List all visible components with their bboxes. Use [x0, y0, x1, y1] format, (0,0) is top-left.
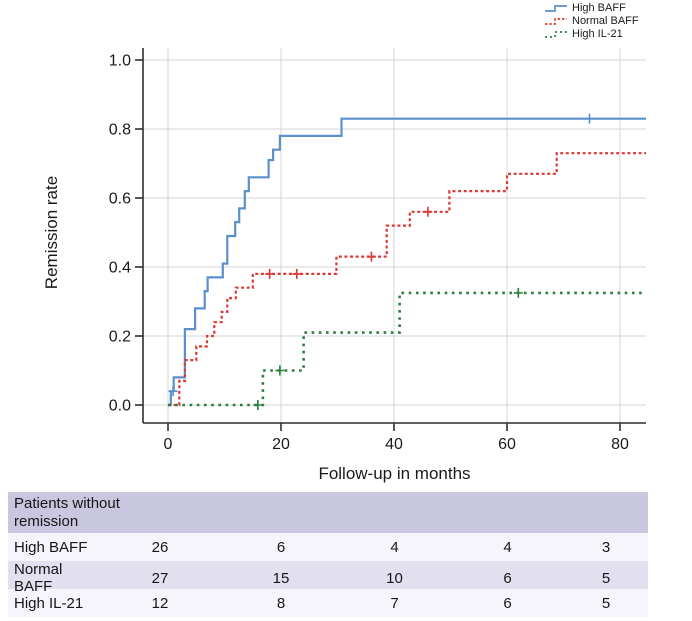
risk-value: 5	[601, 569, 611, 587]
axes	[135, 48, 646, 431]
tick-labels: 0.0 0.2 0.4 0.6 0.8 1.0 0 20 40 60 80	[109, 53, 629, 454]
legend-item-high-baff: High BAFF	[544, 2, 639, 14]
legend-item-normal-baff: Normal BAFF	[544, 15, 639, 27]
gridlines	[143, 48, 646, 423]
censor-marks-normal-baff	[265, 206, 433, 279]
legend-item-high-il21: High IL-21	[544, 28, 639, 40]
svg-text:1.0: 1.0	[109, 53, 131, 70]
x-axis-title: Follow-up in months	[318, 464, 470, 483]
risk-row-label: High BAFF	[14, 538, 88, 556]
risk-table-row-high-baff: High BAFF 26 6 4 4 3	[8, 533, 648, 561]
patients-without-remission-table: Patients without remission High BAFF 26 …	[8, 492, 648, 617]
risk-value: 8	[276, 594, 286, 612]
risk-value: 10	[386, 569, 403, 587]
risk-value: 6	[276, 538, 286, 556]
censor-marks-high-baff	[168, 113, 594, 397]
censor-marks-high-il-21	[253, 287, 523, 410]
risk-table-row-high-il21: High IL-21 12 8 7 6 5	[8, 589, 648, 617]
legend-step-line-icon	[545, 5, 567, 12]
svg-text:0.4: 0.4	[109, 260, 131, 277]
risk-row-label: High IL-21	[14, 594, 84, 612]
svg-text:80: 80	[611, 436, 629, 453]
risk-value: 5	[601, 594, 611, 612]
remission-rate-step-chart: 0.0 0.2 0.4 0.6 0.8 1.0 0 20 40 60 80 Follow-up in …	[42, 48, 646, 483]
legend-label-normal-baff: Normal BAFF	[572, 15, 639, 27]
risk-value: 12	[151, 594, 169, 612]
risk-table-header: Patients without remission	[8, 492, 648, 533]
svg-text:0.6: 0.6	[109, 191, 131, 208]
risk-row-label: Normal BAFF	[14, 561, 63, 595]
legend-step-line-icon	[545, 18, 567, 25]
series-line-high-il-21	[168, 291, 646, 407]
risk-value: 6	[503, 569, 512, 587]
risk-value: 7	[390, 594, 399, 612]
risk-value: 6	[503, 594, 512, 612]
risk-value: 15	[272, 569, 290, 587]
series-line-high-baff	[168, 117, 646, 407]
risk-value: 27	[151, 569, 169, 587]
risk-value: 3	[601, 538, 611, 556]
legend-label-high-il21: High IL-21	[572, 28, 623, 40]
svg-text:60: 60	[498, 436, 516, 453]
svg-text:0.0: 0.0	[109, 398, 131, 415]
svg-text:40: 40	[385, 436, 403, 453]
chart-legend: High BAFF Normal BAFF High IL-21	[544, 2, 639, 41]
risk-table-row-normal-baff: Normal BAFF 27 15 10 6 5	[8, 561, 648, 595]
svg-text:0: 0	[164, 436, 173, 453]
y-axis-title: Remission rate	[42, 176, 61, 289]
legend-label-high-baff: High BAFF	[572, 2, 626, 14]
svg-text:0.8: 0.8	[109, 122, 131, 139]
series-line-normal-baff	[168, 152, 646, 407]
risk-value: 4	[390, 538, 399, 556]
risk-table-title: Patients without remission	[14, 494, 120, 530]
svg-text:0.2: 0.2	[109, 329, 131, 346]
risk-value: 26	[151, 538, 169, 556]
svg-text:20: 20	[272, 436, 290, 453]
legend-step-line-icon	[545, 31, 567, 38]
risk-value: 4	[503, 538, 512, 556]
